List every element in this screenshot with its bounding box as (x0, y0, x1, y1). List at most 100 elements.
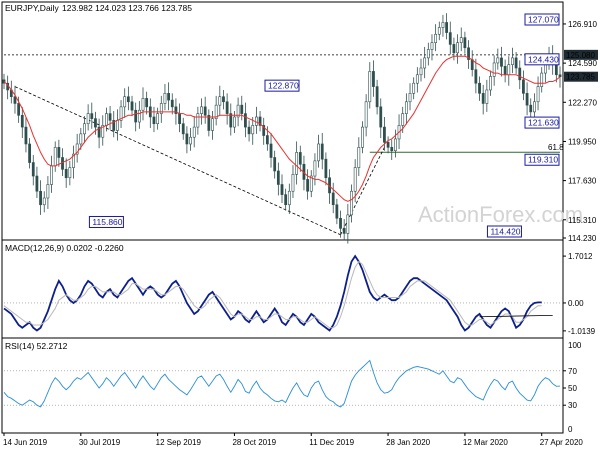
price-y-tick-label: 119.950 (568, 137, 597, 146)
rsi-y-tick-label: 30 (568, 401, 577, 410)
candle-body (185, 133, 189, 145)
rsi-line (3, 359, 561, 408)
candle-body (339, 217, 342, 229)
macd-y-tick-label: 0.00 (568, 299, 584, 308)
candle-body (273, 157, 277, 172)
candle-body (287, 190, 291, 206)
candle-body (112, 120, 116, 131)
candle-body (178, 113, 181, 125)
candle-body (116, 120, 119, 131)
candle-body (298, 152, 302, 165)
candle-body (79, 133, 83, 145)
rsi-y-tick-label: 100 (568, 341, 582, 350)
price-moving-average (3, 55, 561, 202)
candle-body (368, 71, 372, 103)
price-header-ohlc: 123.982 124.023 123.766 123.785 (62, 3, 192, 13)
candle-body (126, 96, 130, 103)
candle-body (57, 147, 61, 158)
callout-label: 119.310 (528, 155, 558, 165)
candle-body (105, 113, 108, 126)
candle-body (167, 93, 170, 101)
candle-body (200, 106, 203, 114)
candle-body (189, 136, 192, 145)
candle-body (317, 143, 320, 162)
x-tick-label: 12 Mar 2020 (463, 438, 508, 447)
rsi-y-tick-label: 50 (568, 384, 577, 393)
candle-body (156, 113, 160, 125)
candle-body (269, 143, 273, 158)
candle-body (86, 113, 90, 125)
price-y-tick-label: 115.310 (568, 216, 597, 225)
candle-body (94, 118, 97, 128)
candle-body (134, 109, 138, 123)
candle-body (64, 168, 68, 179)
candle-body (295, 152, 299, 175)
candle-body (357, 147, 361, 168)
candle-body (383, 126, 386, 143)
candle-body (170, 99, 174, 108)
candle-body (379, 106, 383, 128)
candle-body (500, 57, 503, 67)
level-label-1: 61.8 (548, 143, 564, 152)
candle-body (394, 138, 397, 152)
candle-body (401, 113, 405, 126)
candle-body (456, 42, 459, 54)
candle-body (236, 104, 240, 118)
candle-body (28, 143, 31, 163)
price-candles (2, 13, 562, 244)
candle-body (31, 162, 35, 177)
candle-body (192, 126, 196, 138)
callout-label: 124.430 (528, 54, 559, 64)
candle-body (320, 143, 324, 160)
candle-body (207, 114, 211, 131)
candle-body (540, 72, 544, 87)
candle-body (24, 126, 28, 145)
candle-body (353, 167, 357, 192)
callout-label: 121.630 (528, 118, 559, 128)
candle-body (518, 67, 522, 81)
candle-body (174, 106, 178, 114)
candle-body (50, 165, 53, 185)
candle-body (108, 113, 112, 121)
candle-body (346, 214, 350, 234)
candle-body (361, 126, 364, 148)
candle-body (258, 116, 262, 126)
candle-body (419, 67, 423, 76)
candle-body (130, 101, 134, 111)
callout-box (524, 13, 560, 26)
candle-body (489, 76, 492, 91)
candle-body (152, 116, 156, 125)
x-tick-label: 27 Apr 2020 (540, 438, 584, 447)
x-tick-label: 28 Oct 2019 (232, 438, 276, 447)
candle-body (291, 174, 295, 192)
candle-body (452, 44, 456, 54)
price-callouts: 115.860 122.870 114.420 124.430 119.310 127.0… (88, 13, 560, 238)
candle-body (53, 147, 57, 167)
candle-body (247, 126, 251, 135)
macd-trendline (479, 314, 553, 318)
candle-body (437, 27, 441, 35)
candle-body (141, 98, 145, 111)
candle-body (478, 82, 481, 94)
rsi-y-axis: 70 50 30 100 0 (563, 341, 582, 434)
x-tick-label: 11 Dec 2019 (309, 438, 354, 447)
price-tag-label: 123.785 (566, 73, 595, 82)
candle-body (467, 47, 470, 60)
candle-body (415, 74, 419, 84)
callout-box (524, 53, 560, 66)
candle-body (262, 125, 266, 136)
candle-body (17, 103, 21, 116)
x-tick-label: 14 Jun 2019 (3, 438, 48, 447)
callout-label: 127.070 (528, 15, 559, 25)
candle-body (313, 160, 317, 177)
candle-body (536, 86, 540, 103)
candle-body (375, 86, 379, 108)
macd-layer (3, 254, 560, 332)
x-tick-label: 28 Jan 2020 (386, 438, 431, 447)
candle-body (390, 147, 394, 152)
candle-body (448, 32, 452, 45)
candle-body (430, 42, 434, 50)
candle-body (123, 96, 127, 108)
price-y-tick-label: 126.910 (568, 20, 597, 29)
candle-body (372, 71, 375, 87)
